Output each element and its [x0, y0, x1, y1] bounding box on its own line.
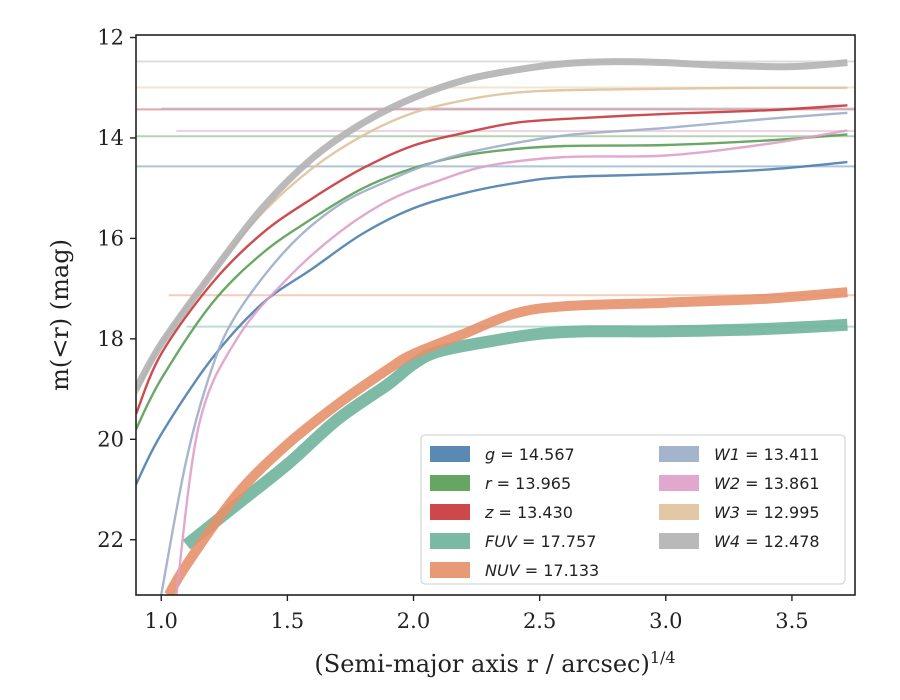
legend-label-w2: W2 = 13.861	[714, 474, 820, 493]
x-tick-label: 2.0	[397, 609, 430, 633]
y-tick-label: 20	[97, 427, 124, 451]
y-axis-ticks: 12 14 16 18 20 22	[97, 26, 136, 552]
legend-swatch-nuv	[430, 562, 470, 578]
y-tick-label: 12	[97, 26, 124, 50]
legend-label-w4: W4 = 12.478	[714, 532, 820, 551]
x-axis-ticks: 1.0 1.5 2.0 2.5 3.0 3.5	[145, 595, 809, 633]
x-axis-label-text: (Semi-major axis r / arcsec)	[314, 650, 649, 678]
x-tick-label: 1.0	[145, 609, 178, 633]
x-tick-label: 1.5	[271, 609, 304, 633]
legend-swatch-w3	[659, 504, 699, 520]
series-line-w4	[136, 58, 848, 391]
legend-swatch-w2	[659, 475, 699, 491]
x-tick-label: 3.5	[775, 609, 808, 633]
legend-label-g: g = 14.567	[485, 445, 575, 464]
legend-label-nuv: NUV = 17.133	[485, 561, 599, 580]
series-line-fuv	[182, 318, 848, 550]
series-line-z	[136, 104, 848, 415]
series-layer	[136, 58, 848, 595]
legend-label-z: z = 13.430	[484, 503, 573, 522]
legend-label-r: r = 13.965	[485, 474, 571, 493]
legend-box	[420, 434, 846, 585]
legend-swatch-g	[430, 446, 470, 462]
series-line-w3	[136, 86, 848, 395]
legend-swatch-w4	[659, 533, 699, 549]
series-line-nuv	[164, 287, 848, 595]
plot-frame	[135, 34, 856, 596]
asymptote-layer	[136, 60, 855, 328]
legend-swatch-r	[430, 475, 470, 491]
y-tick-label: 22	[97, 528, 124, 552]
series-line-r	[136, 133, 848, 430]
legend-swatch-z	[430, 504, 470, 520]
series-line-w2	[175, 129, 848, 595]
legend-label-fuv: FUV = 17.757	[485, 532, 596, 551]
x-tick-label: 3.0	[649, 609, 682, 633]
legend-label-w3: W3 = 12.995	[714, 503, 820, 522]
legend: g = 14.567 r = 13.965 z = 13.430 FUV = 17.7…	[420, 434, 846, 585]
y-tick-label: 16	[97, 226, 124, 250]
y-axis-label: m(<r) (mag)	[46, 239, 74, 391]
x-axis-label: (Semi-major axis r / arcsec)1/4	[314, 648, 675, 679]
legend-label-w1: W1 = 13.411	[714, 445, 820, 464]
legend-swatch-fuv	[430, 533, 470, 549]
y-tick-label: 18	[97, 327, 124, 351]
series-line-g	[136, 160, 848, 486]
legend-swatch-w1	[659, 446, 699, 462]
y-tick-label: 14	[97, 126, 124, 150]
x-axis-label-exponent: 1/4	[650, 648, 676, 667]
x-tick-label: 2.5	[523, 609, 556, 633]
series-line-w1	[160, 111, 848, 595]
